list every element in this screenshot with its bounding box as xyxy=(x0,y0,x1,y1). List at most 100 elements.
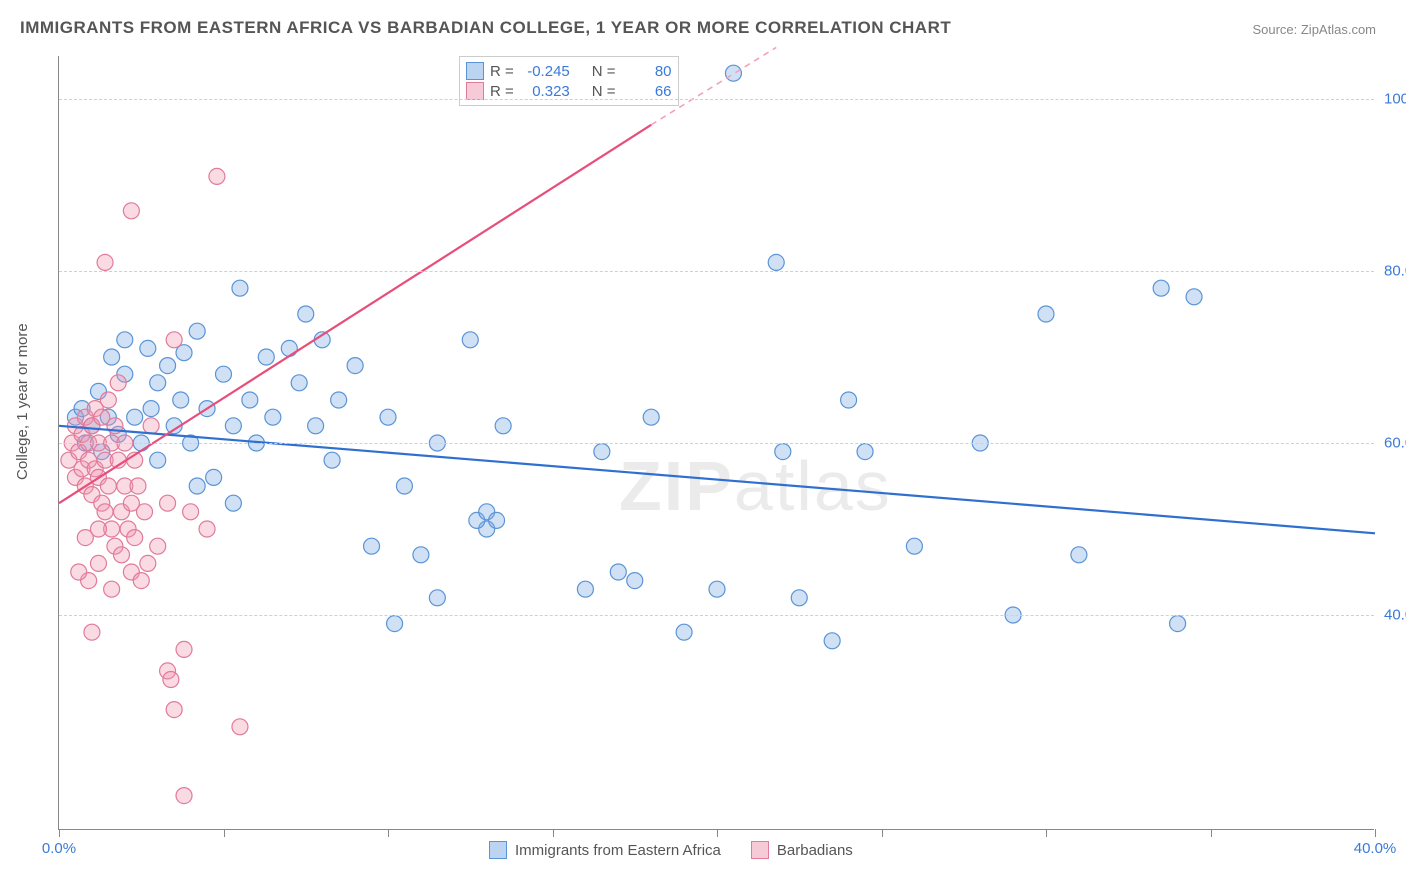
scatter-point xyxy=(281,340,297,356)
scatter-point xyxy=(189,323,205,339)
scatter-point xyxy=(594,444,610,460)
scatter-point xyxy=(127,530,143,546)
stat-n-blue: 80 xyxy=(622,63,672,80)
x-tick xyxy=(553,829,554,837)
scatter-point xyxy=(627,573,643,589)
scatter-point xyxy=(137,504,153,520)
scatter-point xyxy=(768,254,784,270)
scatter-point xyxy=(176,788,192,804)
stat-n-label: N = xyxy=(592,63,616,80)
scatter-point xyxy=(140,555,156,571)
scatter-point xyxy=(709,581,725,597)
stat-r-label: R = xyxy=(490,63,514,80)
x-tick xyxy=(1046,829,1047,837)
gridline xyxy=(59,443,1374,444)
x-tick xyxy=(59,829,60,837)
scatter-point xyxy=(308,418,324,434)
plot-area: ZIPatlas R = -0.245 N = 80 R = 0.323 N =… xyxy=(58,56,1374,830)
y-tick-label: 40.0% xyxy=(1384,607,1406,624)
source-label: Source: ZipAtlas.com xyxy=(1252,22,1376,37)
stat-r-pink: 0.323 xyxy=(520,83,570,100)
legend-swatch-pink-icon xyxy=(751,841,769,859)
scatter-point xyxy=(577,581,593,597)
scatter-point xyxy=(824,633,840,649)
scatter-point xyxy=(291,375,307,391)
scatter-point xyxy=(298,306,314,322)
legend-bottom: Immigrants from Eastern Africa Barbadian… xyxy=(489,841,853,859)
stat-r-blue: -0.245 xyxy=(520,63,570,80)
scatter-point xyxy=(495,418,511,434)
scatter-point xyxy=(232,280,248,296)
scatter-point xyxy=(347,358,363,374)
scatter-point xyxy=(225,495,241,511)
scatter-point xyxy=(100,392,116,408)
gridline xyxy=(59,99,1374,100)
scatter-point xyxy=(166,332,182,348)
trendline-pink xyxy=(59,125,651,503)
scatter-point xyxy=(429,590,445,606)
scatter-point xyxy=(1071,547,1087,563)
stat-n-pink: 66 xyxy=(622,83,672,100)
scatter-point xyxy=(841,392,857,408)
scatter-point xyxy=(173,392,189,408)
x-tick xyxy=(1375,829,1376,837)
scatter-point xyxy=(97,504,113,520)
scatter-point xyxy=(242,392,258,408)
scatter-point xyxy=(100,478,116,494)
scatter-point xyxy=(906,538,922,554)
scatter-point xyxy=(1170,616,1186,632)
gridline xyxy=(59,615,1374,616)
scatter-point xyxy=(189,478,205,494)
scatter-point xyxy=(209,168,225,184)
y-tick-label: 80.0% xyxy=(1384,263,1406,280)
scatter-point xyxy=(1038,306,1054,322)
scatter-point xyxy=(676,624,692,640)
x-tick-label: 0.0% xyxy=(42,840,76,857)
scatter-point xyxy=(140,340,156,356)
scatter-point xyxy=(225,418,241,434)
swatch-pink-icon xyxy=(466,82,484,100)
scatter-point xyxy=(206,469,222,485)
scatter-point xyxy=(104,581,120,597)
chart-title: IMMIGRANTS FROM EASTERN AFRICA VS BARBAD… xyxy=(20,18,951,38)
scatter-point xyxy=(1153,280,1169,296)
scatter-point xyxy=(117,332,133,348)
legend-swatch-blue-icon xyxy=(489,841,507,859)
scatter-point xyxy=(160,495,176,511)
scatter-point xyxy=(176,641,192,657)
stat-n-label: N = xyxy=(592,83,616,100)
scatter-point xyxy=(123,203,139,219)
scatter-point xyxy=(199,521,215,537)
scatter-point xyxy=(380,409,396,425)
scatter-point xyxy=(127,409,143,425)
scatter-point xyxy=(150,375,166,391)
gridline xyxy=(59,271,1374,272)
scatter-point xyxy=(265,409,281,425)
scatter-point xyxy=(610,564,626,580)
scatter-point xyxy=(160,358,176,374)
legend-item-pink: Barbadians xyxy=(751,841,853,859)
legend-label-pink: Barbadians xyxy=(777,842,853,859)
scatter-point xyxy=(133,573,149,589)
scatter-point xyxy=(489,512,505,528)
stat-r-label: R = xyxy=(490,83,514,100)
scatter-point xyxy=(364,538,380,554)
legend-item-blue: Immigrants from Eastern Africa xyxy=(489,841,721,859)
scatter-point xyxy=(97,254,113,270)
scatter-point xyxy=(387,616,403,632)
scatter-point xyxy=(130,478,146,494)
scatter-point xyxy=(84,624,100,640)
x-tick xyxy=(717,829,718,837)
stats-row-blue: R = -0.245 N = 80 xyxy=(466,61,672,81)
scatter-point xyxy=(143,401,159,417)
scatter-point xyxy=(90,521,106,537)
y-axis-label: College, 1 year or more xyxy=(14,323,31,480)
x-tick xyxy=(388,829,389,837)
scatter-point xyxy=(1186,289,1202,305)
scatter-point xyxy=(413,547,429,563)
x-tick xyxy=(224,829,225,837)
scatter-point xyxy=(258,349,274,365)
y-tick-label: 60.0% xyxy=(1384,435,1406,452)
x-tick xyxy=(1211,829,1212,837)
x-tick xyxy=(882,829,883,837)
